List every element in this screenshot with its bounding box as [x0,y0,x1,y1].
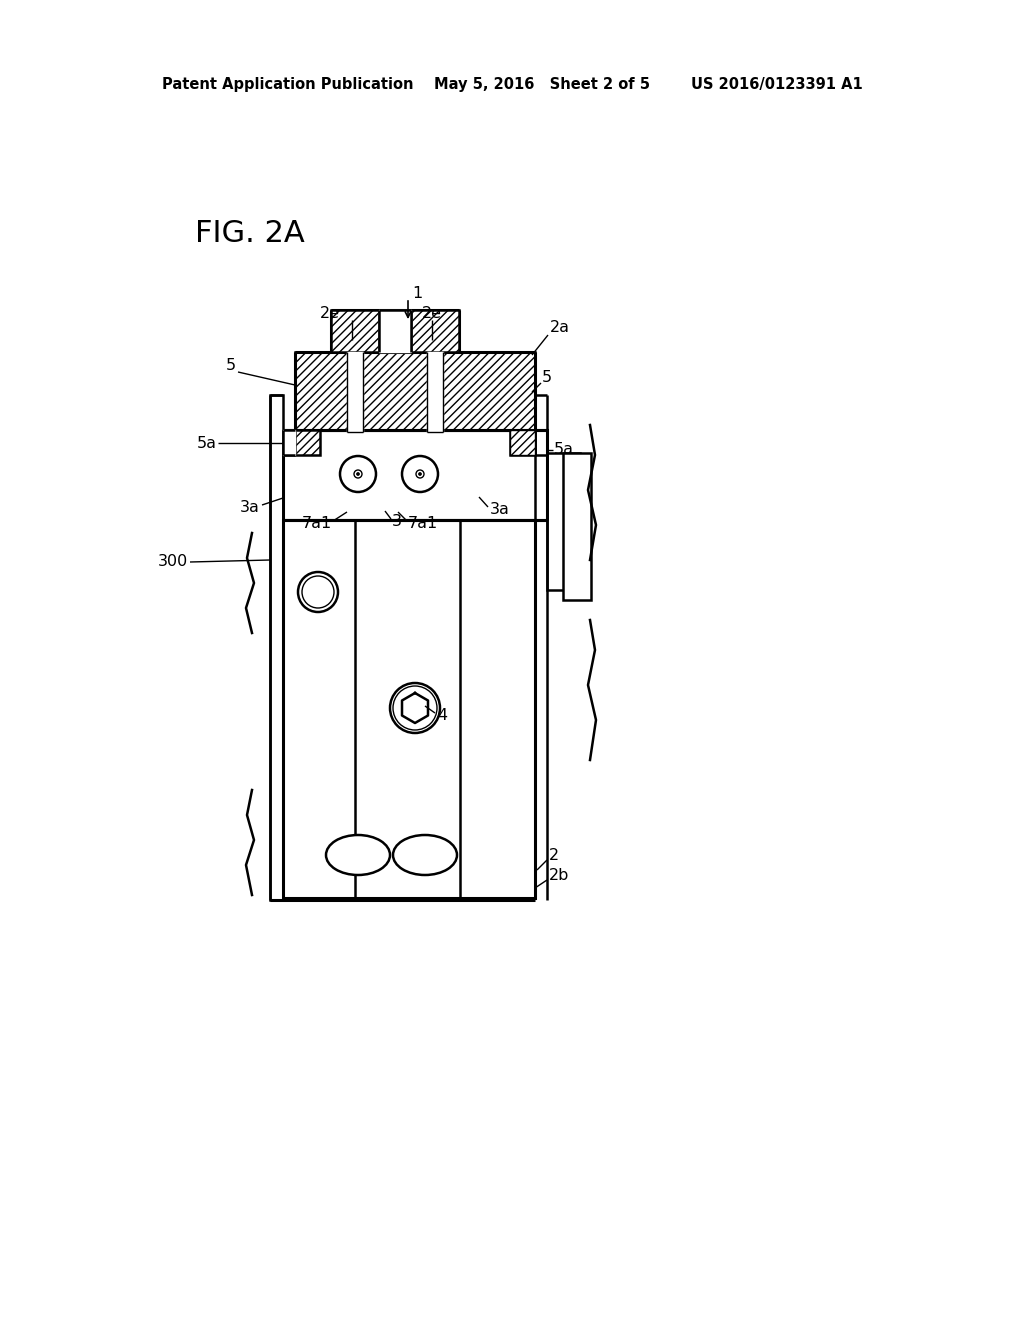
Circle shape [354,470,362,478]
Text: 2a: 2a [550,321,570,335]
Bar [295,430,319,455]
Circle shape [356,473,359,475]
Polygon shape [427,352,443,432]
Text: 2: 2 [549,849,559,863]
Text: 3: 3 [392,515,402,529]
Text: 1: 1 [412,286,422,301]
Bar [270,395,283,900]
Circle shape [390,682,440,733]
Ellipse shape [326,836,390,875]
Text: 3a: 3a [490,503,510,517]
Bar [510,430,535,455]
Text: 2b: 2b [549,869,569,883]
Text: 2e: 2e [319,305,340,321]
Bar [283,430,547,520]
Polygon shape [347,352,362,432]
Bar [510,430,535,455]
Bar [411,310,459,352]
Text: 4: 4 [437,709,447,723]
Ellipse shape [393,836,457,875]
Text: Patent Application Publication    May 5, 2016   Sheet 2 of 5        US 2016/0123: Patent Application Publication May 5, 20… [162,78,862,92]
Text: 5: 5 [542,371,552,385]
Circle shape [340,455,376,492]
Bar [295,352,535,430]
Text: FIG. 2A: FIG. 2A [195,219,305,248]
Text: 2e: 2e [422,305,442,321]
Bar [547,453,580,590]
Circle shape [393,686,437,730]
Polygon shape [283,430,295,455]
Text: 300: 300 [158,554,188,569]
Bar [563,453,591,601]
Circle shape [298,572,338,612]
Circle shape [416,470,424,478]
Polygon shape [379,310,411,352]
Text: 7a1: 7a1 [408,516,438,532]
Circle shape [402,455,438,492]
Text: 3a: 3a [240,500,260,516]
Text: 5a: 5a [197,436,217,450]
Text: 5: 5 [226,358,237,372]
Bar [283,520,535,898]
Circle shape [419,473,422,475]
Text: 7a1: 7a1 [302,516,332,532]
Circle shape [302,576,334,609]
Bar [331,310,379,352]
Text: 5a: 5a [554,442,574,458]
